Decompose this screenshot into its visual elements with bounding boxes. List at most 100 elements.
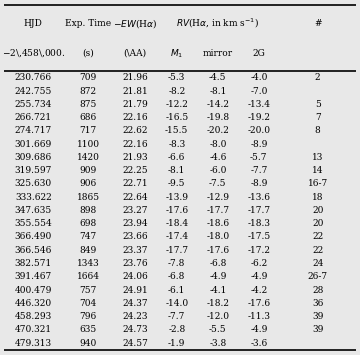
Text: 849: 849 — [80, 246, 97, 255]
Text: 255.734: 255.734 — [15, 100, 52, 109]
Text: 325.630: 325.630 — [15, 179, 52, 189]
Text: -18.3: -18.3 — [247, 219, 270, 228]
Text: 319.597: 319.597 — [15, 166, 52, 175]
Text: 382.571: 382.571 — [15, 259, 52, 268]
Text: 24.06: 24.06 — [122, 272, 148, 281]
Text: 24.57: 24.57 — [122, 339, 148, 348]
Text: -6.6: -6.6 — [168, 153, 185, 162]
Text: -17.7: -17.7 — [247, 206, 270, 215]
Text: 704: 704 — [80, 299, 97, 308]
Text: $-EW$(H$\alpha$): $-EW$(H$\alpha$) — [113, 17, 157, 30]
Text: 1420: 1420 — [77, 153, 100, 162]
Text: 24.37: 24.37 — [122, 299, 148, 308]
Text: 39: 39 — [312, 325, 323, 334]
Text: 8: 8 — [315, 126, 320, 135]
Text: 333.622: 333.622 — [15, 193, 52, 202]
Text: -8.9: -8.9 — [250, 179, 267, 189]
Text: -12.0: -12.0 — [206, 312, 229, 321]
Text: 23.94: 23.94 — [122, 219, 148, 228]
Text: 458.293: 458.293 — [15, 312, 52, 321]
Text: 391.467: 391.467 — [15, 272, 52, 281]
Text: -15.5: -15.5 — [165, 126, 188, 135]
Text: 22.71: 22.71 — [122, 179, 148, 189]
Text: -19.2: -19.2 — [247, 113, 270, 122]
Text: 479.313: 479.313 — [15, 339, 52, 348]
Text: -17.5: -17.5 — [247, 233, 270, 241]
Text: 22.16: 22.16 — [122, 140, 148, 149]
Text: -13.4: -13.4 — [247, 100, 270, 109]
Text: 717: 717 — [80, 126, 97, 135]
Text: 28: 28 — [312, 285, 323, 295]
Text: -4.9: -4.9 — [250, 272, 267, 281]
Text: $M_1$: $M_1$ — [170, 47, 183, 60]
Text: 21.79: 21.79 — [122, 100, 148, 109]
Text: -7.8: -7.8 — [168, 259, 185, 268]
Text: $-$2\,458\,000.: $-$2\,458\,000. — [1, 48, 65, 59]
Text: -12.2: -12.2 — [165, 100, 188, 109]
Text: 23.66: 23.66 — [122, 233, 148, 241]
Text: -18.0: -18.0 — [206, 233, 229, 241]
Text: -2.8: -2.8 — [168, 325, 185, 334]
Text: 24.73: 24.73 — [122, 325, 148, 334]
Text: 24: 24 — [312, 259, 323, 268]
Text: -17.7: -17.7 — [165, 246, 188, 255]
Text: 230.766: 230.766 — [15, 73, 52, 82]
Text: 796: 796 — [80, 312, 97, 321]
Text: -3.8: -3.8 — [209, 339, 226, 348]
Text: -17.2: -17.2 — [247, 246, 270, 255]
Text: 7: 7 — [315, 113, 320, 122]
Text: $RV$(H$\alpha$, in km s$^{-1}$): $RV$(H$\alpha$, in km s$^{-1}$) — [176, 17, 259, 31]
Text: 22.25: 22.25 — [122, 166, 148, 175]
Text: -19.8: -19.8 — [206, 113, 229, 122]
Text: 366.546: 366.546 — [15, 246, 52, 255]
Text: -17.6: -17.6 — [165, 206, 188, 215]
Text: 242.755: 242.755 — [15, 87, 52, 95]
Text: -17.7: -17.7 — [206, 206, 229, 215]
Text: -13.6: -13.6 — [247, 193, 270, 202]
Text: 24.23: 24.23 — [122, 312, 148, 321]
Text: 906: 906 — [80, 179, 97, 189]
Text: 13: 13 — [312, 153, 323, 162]
Text: 875: 875 — [80, 100, 97, 109]
Text: -5.7: -5.7 — [250, 153, 267, 162]
Text: -18.2: -18.2 — [206, 299, 229, 308]
Text: 470.321: 470.321 — [15, 325, 52, 334]
Text: 21.96: 21.96 — [122, 73, 148, 82]
Text: 23.37: 23.37 — [122, 246, 148, 255]
Text: -4.5: -4.5 — [209, 73, 226, 82]
Text: 400.479: 400.479 — [15, 285, 52, 295]
Text: -12.9: -12.9 — [206, 193, 229, 202]
Text: -20.2: -20.2 — [206, 126, 229, 135]
Text: 16-7: 16-7 — [307, 179, 328, 189]
Text: -8.1: -8.1 — [209, 87, 226, 95]
Text: 24.91: 24.91 — [122, 285, 148, 295]
Text: -6.8: -6.8 — [209, 259, 226, 268]
Text: -13.9: -13.9 — [165, 193, 188, 202]
Text: (s): (s) — [82, 49, 94, 58]
Text: 355.554: 355.554 — [14, 219, 52, 228]
Text: 22: 22 — [312, 233, 323, 241]
Text: 635: 635 — [80, 325, 97, 334]
Text: -4.2: -4.2 — [250, 285, 267, 295]
Text: -4.9: -4.9 — [209, 272, 226, 281]
Text: -4.0: -4.0 — [250, 73, 267, 82]
Text: -7.5: -7.5 — [209, 179, 226, 189]
Text: 347.635: 347.635 — [15, 206, 52, 215]
Text: 266.721: 266.721 — [15, 113, 52, 122]
Text: 22.64: 22.64 — [122, 193, 148, 202]
Text: 747: 747 — [80, 233, 97, 241]
Text: -4.6: -4.6 — [209, 153, 226, 162]
Text: 757: 757 — [80, 285, 97, 295]
Text: Exp. Time: Exp. Time — [65, 19, 111, 28]
Text: 2G: 2G — [252, 49, 265, 58]
Text: 23.76: 23.76 — [122, 259, 148, 268]
Text: -4.1: -4.1 — [209, 285, 226, 295]
Text: 1343: 1343 — [77, 259, 100, 268]
Text: 21.93: 21.93 — [122, 153, 148, 162]
Text: -7.7: -7.7 — [250, 166, 267, 175]
Text: 709: 709 — [80, 73, 97, 82]
Text: 1100: 1100 — [77, 140, 100, 149]
Text: -8.9: -8.9 — [250, 140, 267, 149]
Text: 18: 18 — [312, 193, 323, 202]
Text: 20: 20 — [312, 206, 323, 215]
